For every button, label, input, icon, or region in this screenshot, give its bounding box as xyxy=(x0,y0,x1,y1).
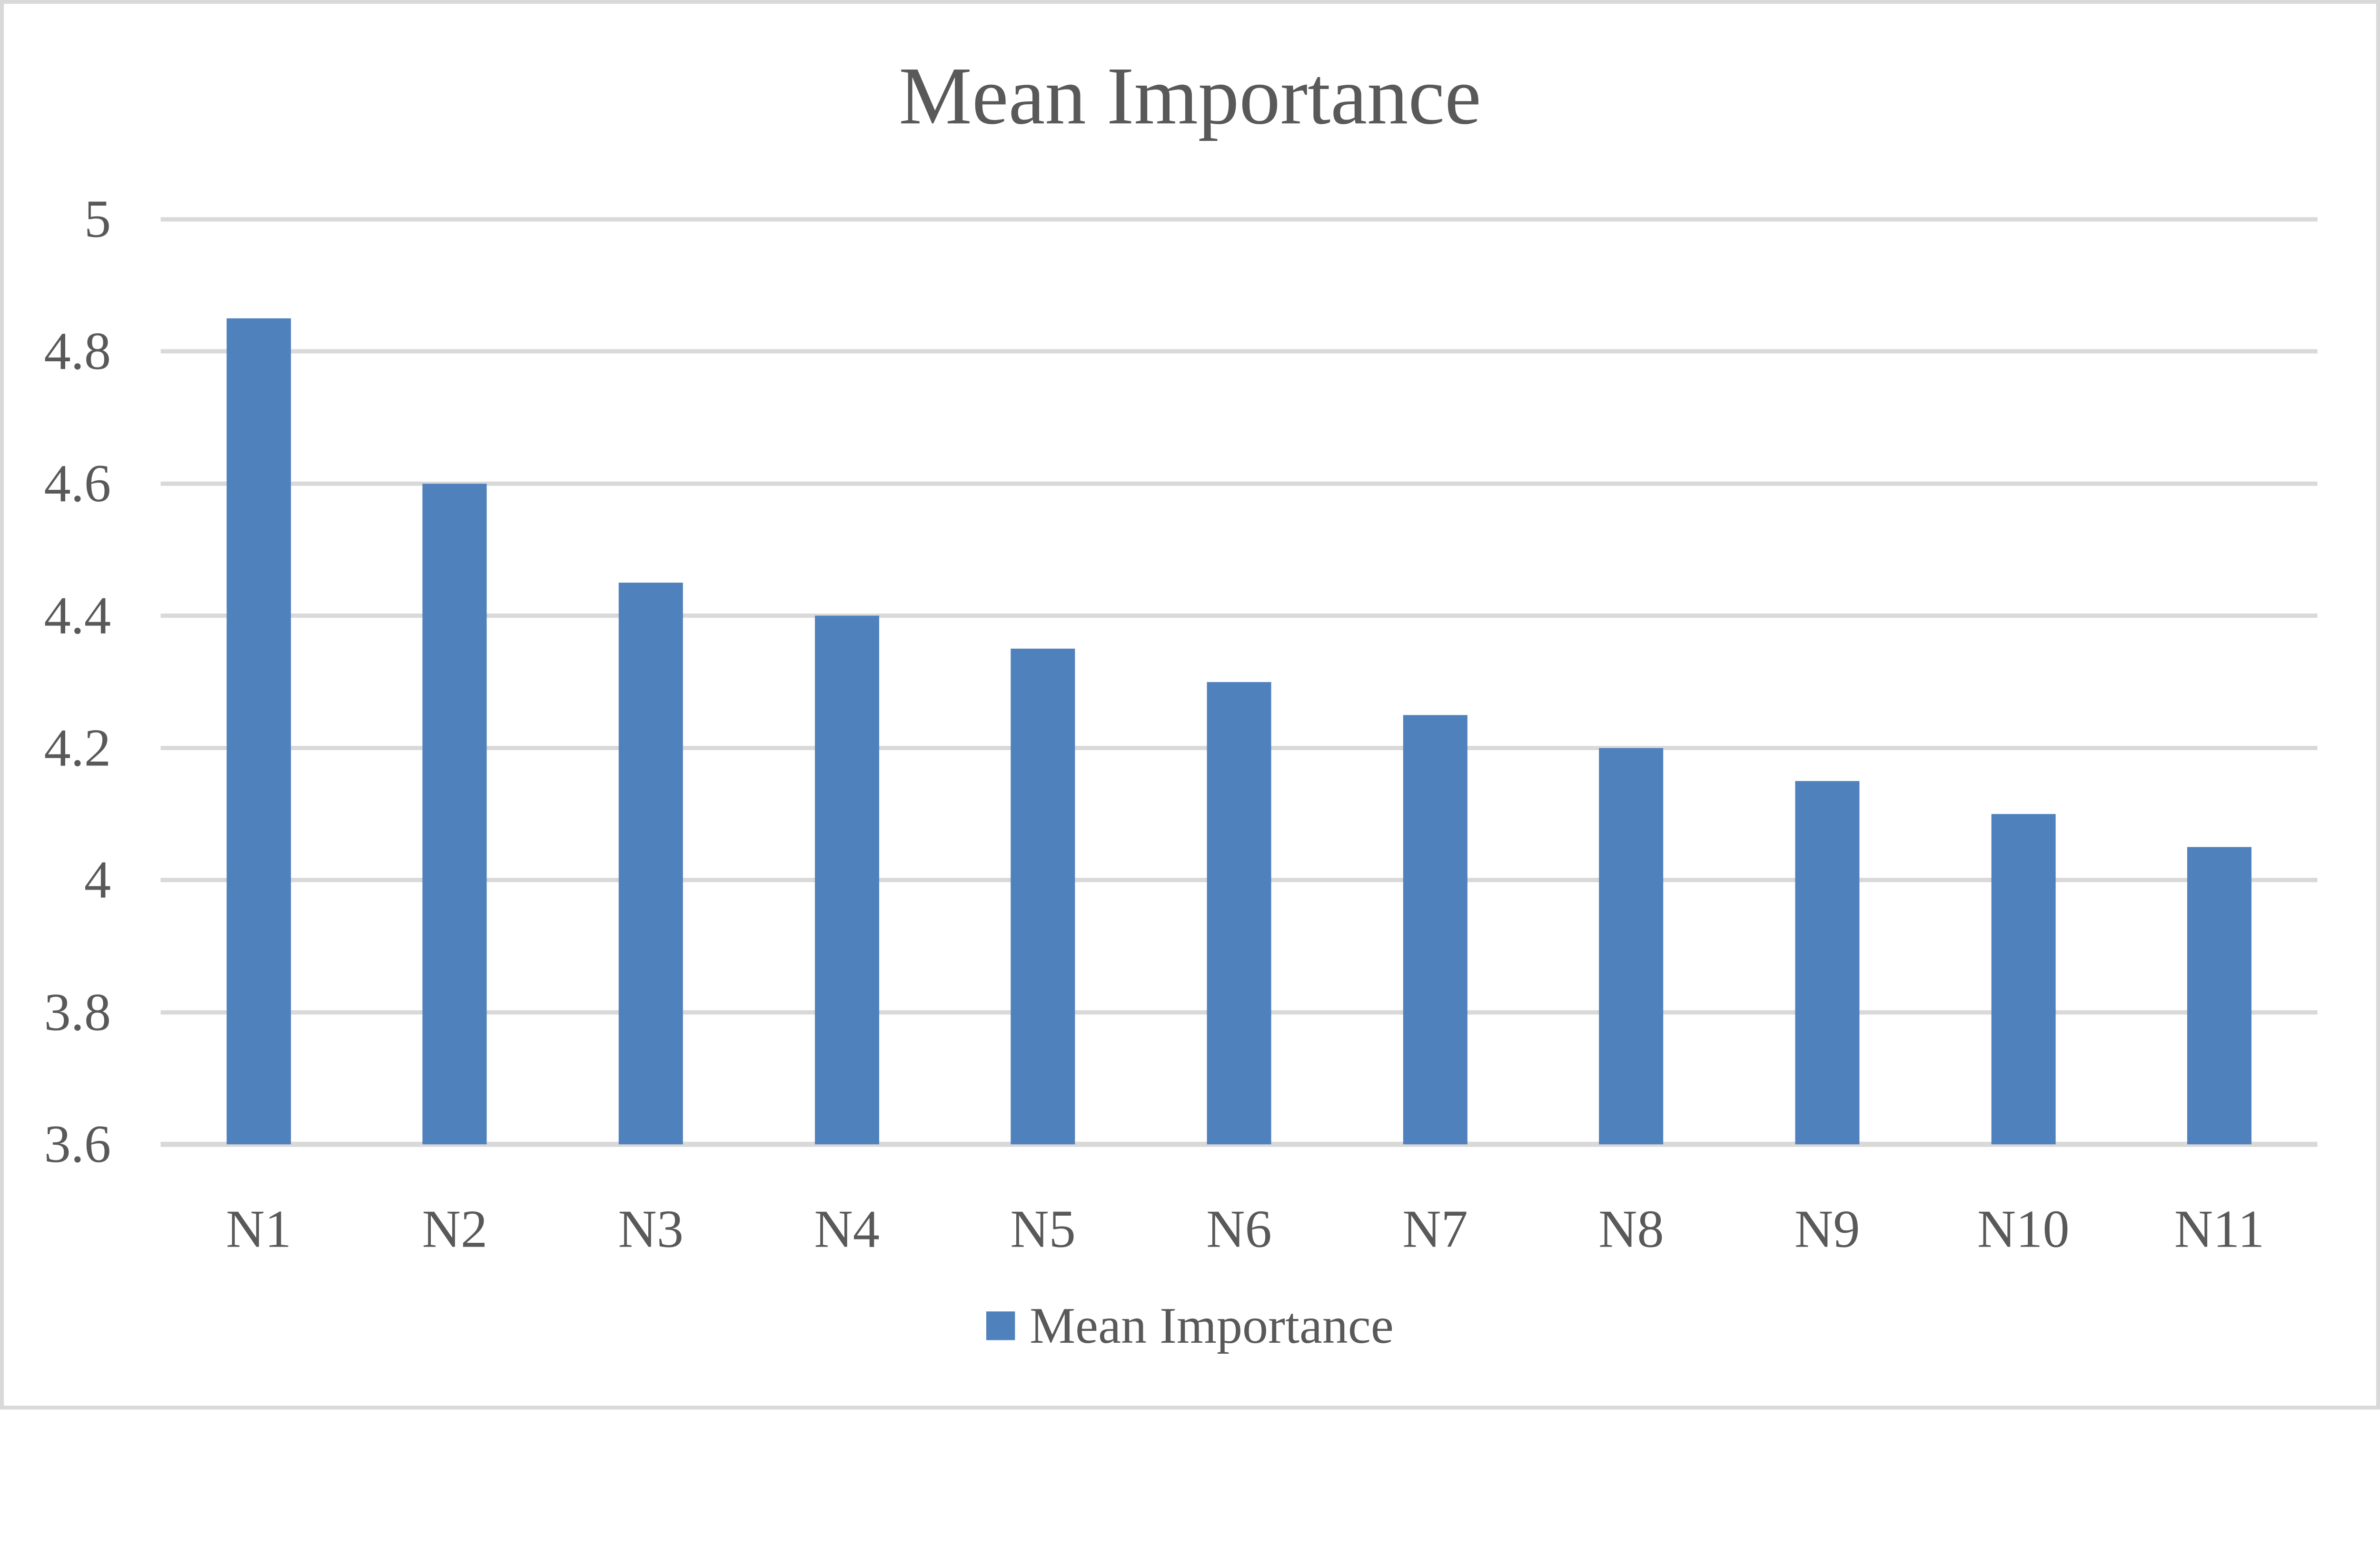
x-axis-line xyxy=(160,1141,2318,1147)
x-tick-label: N4 xyxy=(814,1199,880,1259)
gridline xyxy=(160,217,2318,222)
bar-N11 xyxy=(2187,847,2252,1145)
bar-N2 xyxy=(422,484,487,1145)
y-tick-label: 5 xyxy=(84,189,111,249)
y-tick-label: 3.8 xyxy=(44,982,111,1042)
chart-figure: Mean Importance Mean Importance 5 4.8 4.6 4… xyxy=(0,0,2380,1410)
bar-N1 xyxy=(226,318,291,1145)
x-tick-label: N11 xyxy=(2174,1199,2265,1259)
gridline xyxy=(160,349,2318,354)
gridline xyxy=(160,481,2318,486)
x-tick-label: N8 xyxy=(1598,1199,1664,1259)
x-tick-label: N2 xyxy=(422,1199,488,1259)
x-tick-label: N3 xyxy=(618,1199,684,1259)
bar-N10 xyxy=(1991,814,2056,1145)
y-tick-label: 4 xyxy=(84,850,111,910)
bar-N4 xyxy=(814,615,879,1145)
x-tick-label: N6 xyxy=(1206,1199,1272,1259)
x-tick-label: N5 xyxy=(1010,1199,1076,1259)
y-tick-label: 3.6 xyxy=(44,1115,111,1174)
y-tick-label: 4.6 xyxy=(44,454,111,514)
y-tick-label: 4.2 xyxy=(44,718,111,778)
bar-N6 xyxy=(1207,682,1271,1145)
bar-N3 xyxy=(618,583,683,1145)
y-tick-label: 4.4 xyxy=(44,586,111,645)
bar-N9 xyxy=(1795,781,1860,1145)
legend-marker-swatch xyxy=(986,1311,1015,1340)
y-tick-label: 4.8 xyxy=(44,322,111,381)
legend: Mean Importance xyxy=(4,1297,2376,1354)
bar-N7 xyxy=(1403,714,1468,1145)
bar-N5 xyxy=(1011,649,1075,1145)
x-tick-label: N1 xyxy=(226,1199,292,1259)
x-tick-label: N9 xyxy=(1795,1199,1860,1259)
x-tick-label: N7 xyxy=(1402,1199,1468,1259)
x-tick-label: N10 xyxy=(1977,1199,2070,1259)
legend-series-label: Mean Importance xyxy=(1030,1297,1394,1354)
bar-N8 xyxy=(1599,748,1664,1145)
chart-title: Mean Importance xyxy=(899,50,1481,142)
gridline xyxy=(160,614,2318,618)
